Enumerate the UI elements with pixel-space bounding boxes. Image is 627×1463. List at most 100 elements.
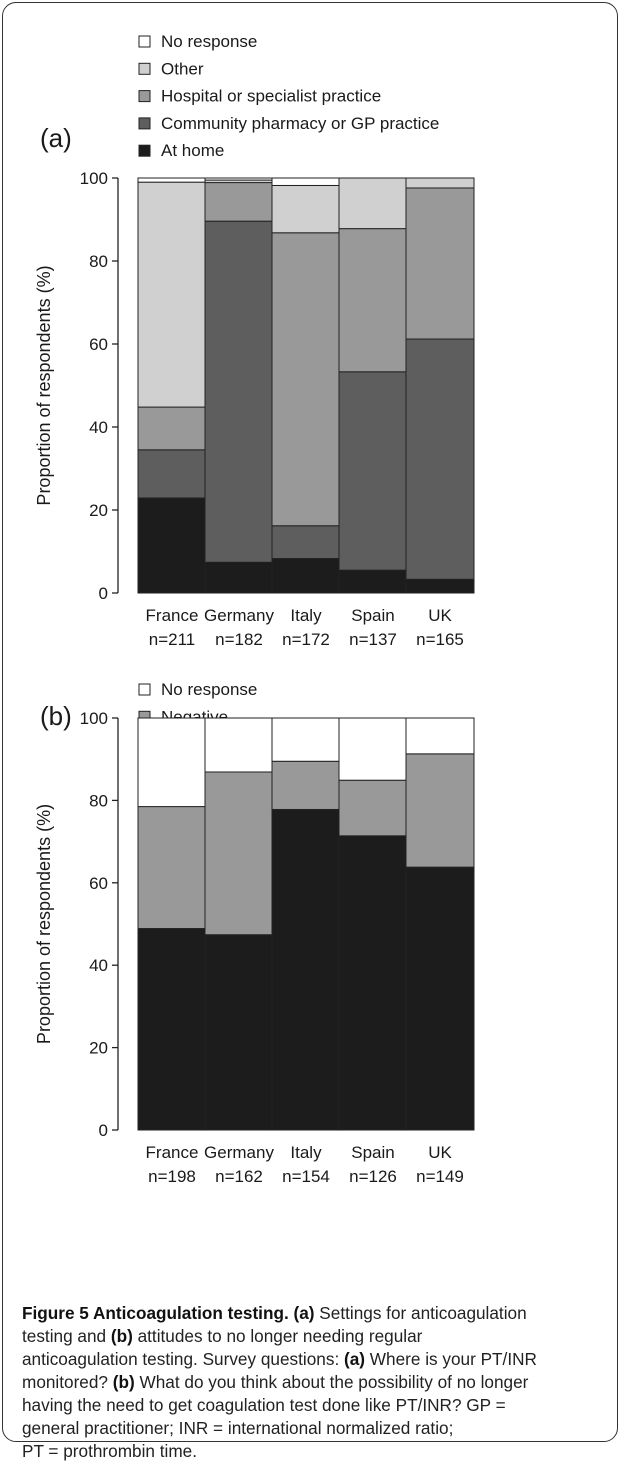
bar-segment bbox=[137, 406, 207, 451]
bar-segment bbox=[405, 866, 475, 1131]
legend-swatch bbox=[138, 90, 151, 103]
bar-segment bbox=[405, 338, 475, 580]
y-axis-label: Proportion of respondents (%) bbox=[34, 804, 54, 1044]
y-tick-label: 0 bbox=[99, 1121, 108, 1140]
bar-segment bbox=[271, 184, 341, 234]
bar-segment bbox=[204, 220, 274, 563]
bar-segment bbox=[271, 808, 341, 1131]
bar-segment bbox=[204, 934, 274, 1131]
panel-label: (b) bbox=[40, 701, 72, 731]
bar-segment bbox=[405, 578, 475, 594]
x-tick-sample-size: n=149 bbox=[416, 1167, 464, 1186]
bar-segment bbox=[204, 177, 274, 181]
bar-segment bbox=[405, 177, 475, 189]
legend-label: No response bbox=[161, 680, 257, 699]
y-tick-label: 40 bbox=[89, 418, 108, 437]
caption-part-b: (b) bbox=[110, 1326, 133, 1346]
caption-text: Settings for anticoagulation bbox=[314, 1303, 527, 1323]
bar-segment bbox=[338, 779, 408, 837]
caption-label: Figure 5 Anticoagulation testing. bbox=[22, 1303, 289, 1323]
bar-stack-germany bbox=[204, 177, 274, 594]
caption-text: PT = prothrombin time. bbox=[22, 1441, 197, 1461]
figure-caption: Figure 5 Anticoagulation testing. (a) Se… bbox=[22, 1302, 614, 1463]
bar-stack-france bbox=[137, 717, 207, 1131]
legend-swatch bbox=[138, 144, 151, 157]
bar-stack-italy bbox=[271, 177, 341, 594]
figure-frame bbox=[2, 2, 618, 1442]
bar-segment bbox=[405, 753, 475, 868]
bar-segment bbox=[271, 558, 341, 594]
caption-text: What do you think about the possibility … bbox=[134, 1372, 529, 1392]
caption-text: attitudes to no longer needing regular bbox=[132, 1326, 423, 1346]
caption-part-a: (a) bbox=[293, 1303, 315, 1323]
chart-panel-b: (b)No responseNegativePositive0204060801… bbox=[34, 680, 475, 1186]
x-tick-label: Italy bbox=[290, 606, 322, 625]
x-tick-label: Germany bbox=[204, 1143, 274, 1162]
bar-segment bbox=[338, 177, 408, 230]
x-tick-sample-size: n=211 bbox=[149, 630, 195, 649]
bar-segment bbox=[271, 760, 341, 810]
x-tick-label: UK bbox=[428, 606, 452, 625]
caption-text: general practitioner; INR = internationa… bbox=[22, 1418, 454, 1438]
x-tick-label: Germany bbox=[204, 606, 274, 625]
x-tick-sample-size: n=182 bbox=[215, 630, 263, 649]
bar-stack-uk bbox=[405, 177, 475, 594]
y-axis-label: Proportion of respondents (%) bbox=[34, 265, 54, 505]
bar-segment bbox=[338, 835, 408, 1131]
y-tick-label: 100 bbox=[80, 169, 108, 188]
bar-segment bbox=[338, 717, 408, 781]
bar-segment bbox=[271, 525, 341, 560]
bar-segment bbox=[271, 232, 341, 527]
y-tick-label: 80 bbox=[89, 252, 108, 271]
bar-segment bbox=[338, 569, 408, 594]
x-tick-label: UK bbox=[428, 1143, 452, 1162]
panel-label: (a) bbox=[40, 123, 72, 153]
legend: No response Other Hospital or specialist p… bbox=[138, 32, 439, 160]
x-tick-sample-size: n=172 bbox=[282, 630, 330, 649]
caption-text: anticoagulation testing. Survey question… bbox=[22, 1349, 344, 1369]
bar-segment bbox=[137, 177, 207, 183]
x-tick-label: Spain bbox=[351, 606, 394, 625]
y-tick-label: 60 bbox=[89, 874, 108, 893]
bar-segment bbox=[204, 182, 274, 222]
bar-segment bbox=[137, 449, 207, 499]
caption-text: Where is your PT/INR bbox=[365, 1349, 537, 1369]
x-tick-label: Italy bbox=[290, 1143, 322, 1162]
legend-swatch bbox=[138, 62, 151, 75]
y-tick-label: 20 bbox=[89, 1039, 108, 1058]
caption-text: testing and bbox=[22, 1326, 111, 1346]
bar-segment bbox=[405, 717, 475, 755]
bar-segment bbox=[137, 928, 207, 1131]
bar-stack-spain bbox=[338, 717, 408, 1131]
bar-segment bbox=[271, 717, 341, 762]
bar-segment bbox=[137, 181, 207, 408]
x-tick-sample-size: n=198 bbox=[148, 1167, 196, 1186]
bar-segment bbox=[204, 771, 274, 936]
x-tick-sample-size: n=137 bbox=[349, 630, 397, 649]
x-tick-label: Spain bbox=[351, 1143, 394, 1162]
bar-stack-spain bbox=[338, 177, 408, 594]
bar-segment bbox=[338, 371, 408, 571]
figure-charts: (a) No response Other Hospital or specialis… bbox=[34, 32, 475, 1186]
legend-swatch bbox=[138, 35, 151, 48]
bar-stack-france bbox=[137, 177, 207, 594]
x-tick-label: France bbox=[146, 606, 199, 625]
bar-segment bbox=[137, 717, 207, 808]
bar-segment bbox=[271, 177, 341, 186]
y-tick-label: 40 bbox=[89, 956, 108, 975]
y-tick-label: 100 bbox=[80, 709, 108, 728]
y-tick-label: 80 bbox=[89, 791, 108, 810]
legend-label: At home bbox=[161, 141, 224, 160]
x-tick-sample-size: n=126 bbox=[349, 1167, 397, 1186]
caption-question-a: (a) bbox=[344, 1349, 366, 1369]
legend-swatch bbox=[138, 117, 151, 130]
y-tick-label: 20 bbox=[89, 501, 108, 520]
legend-label: No response bbox=[161, 32, 257, 51]
legend-swatch bbox=[138, 683, 151, 696]
bar-segment bbox=[137, 497, 207, 594]
caption-question-b: (b) bbox=[112, 1372, 135, 1392]
x-tick-label: France bbox=[146, 1143, 199, 1162]
caption-text: monitored? bbox=[22, 1372, 113, 1392]
y-tick-label: 60 bbox=[89, 335, 108, 354]
legend-label: Community pharmacy or GP practice bbox=[161, 114, 439, 133]
